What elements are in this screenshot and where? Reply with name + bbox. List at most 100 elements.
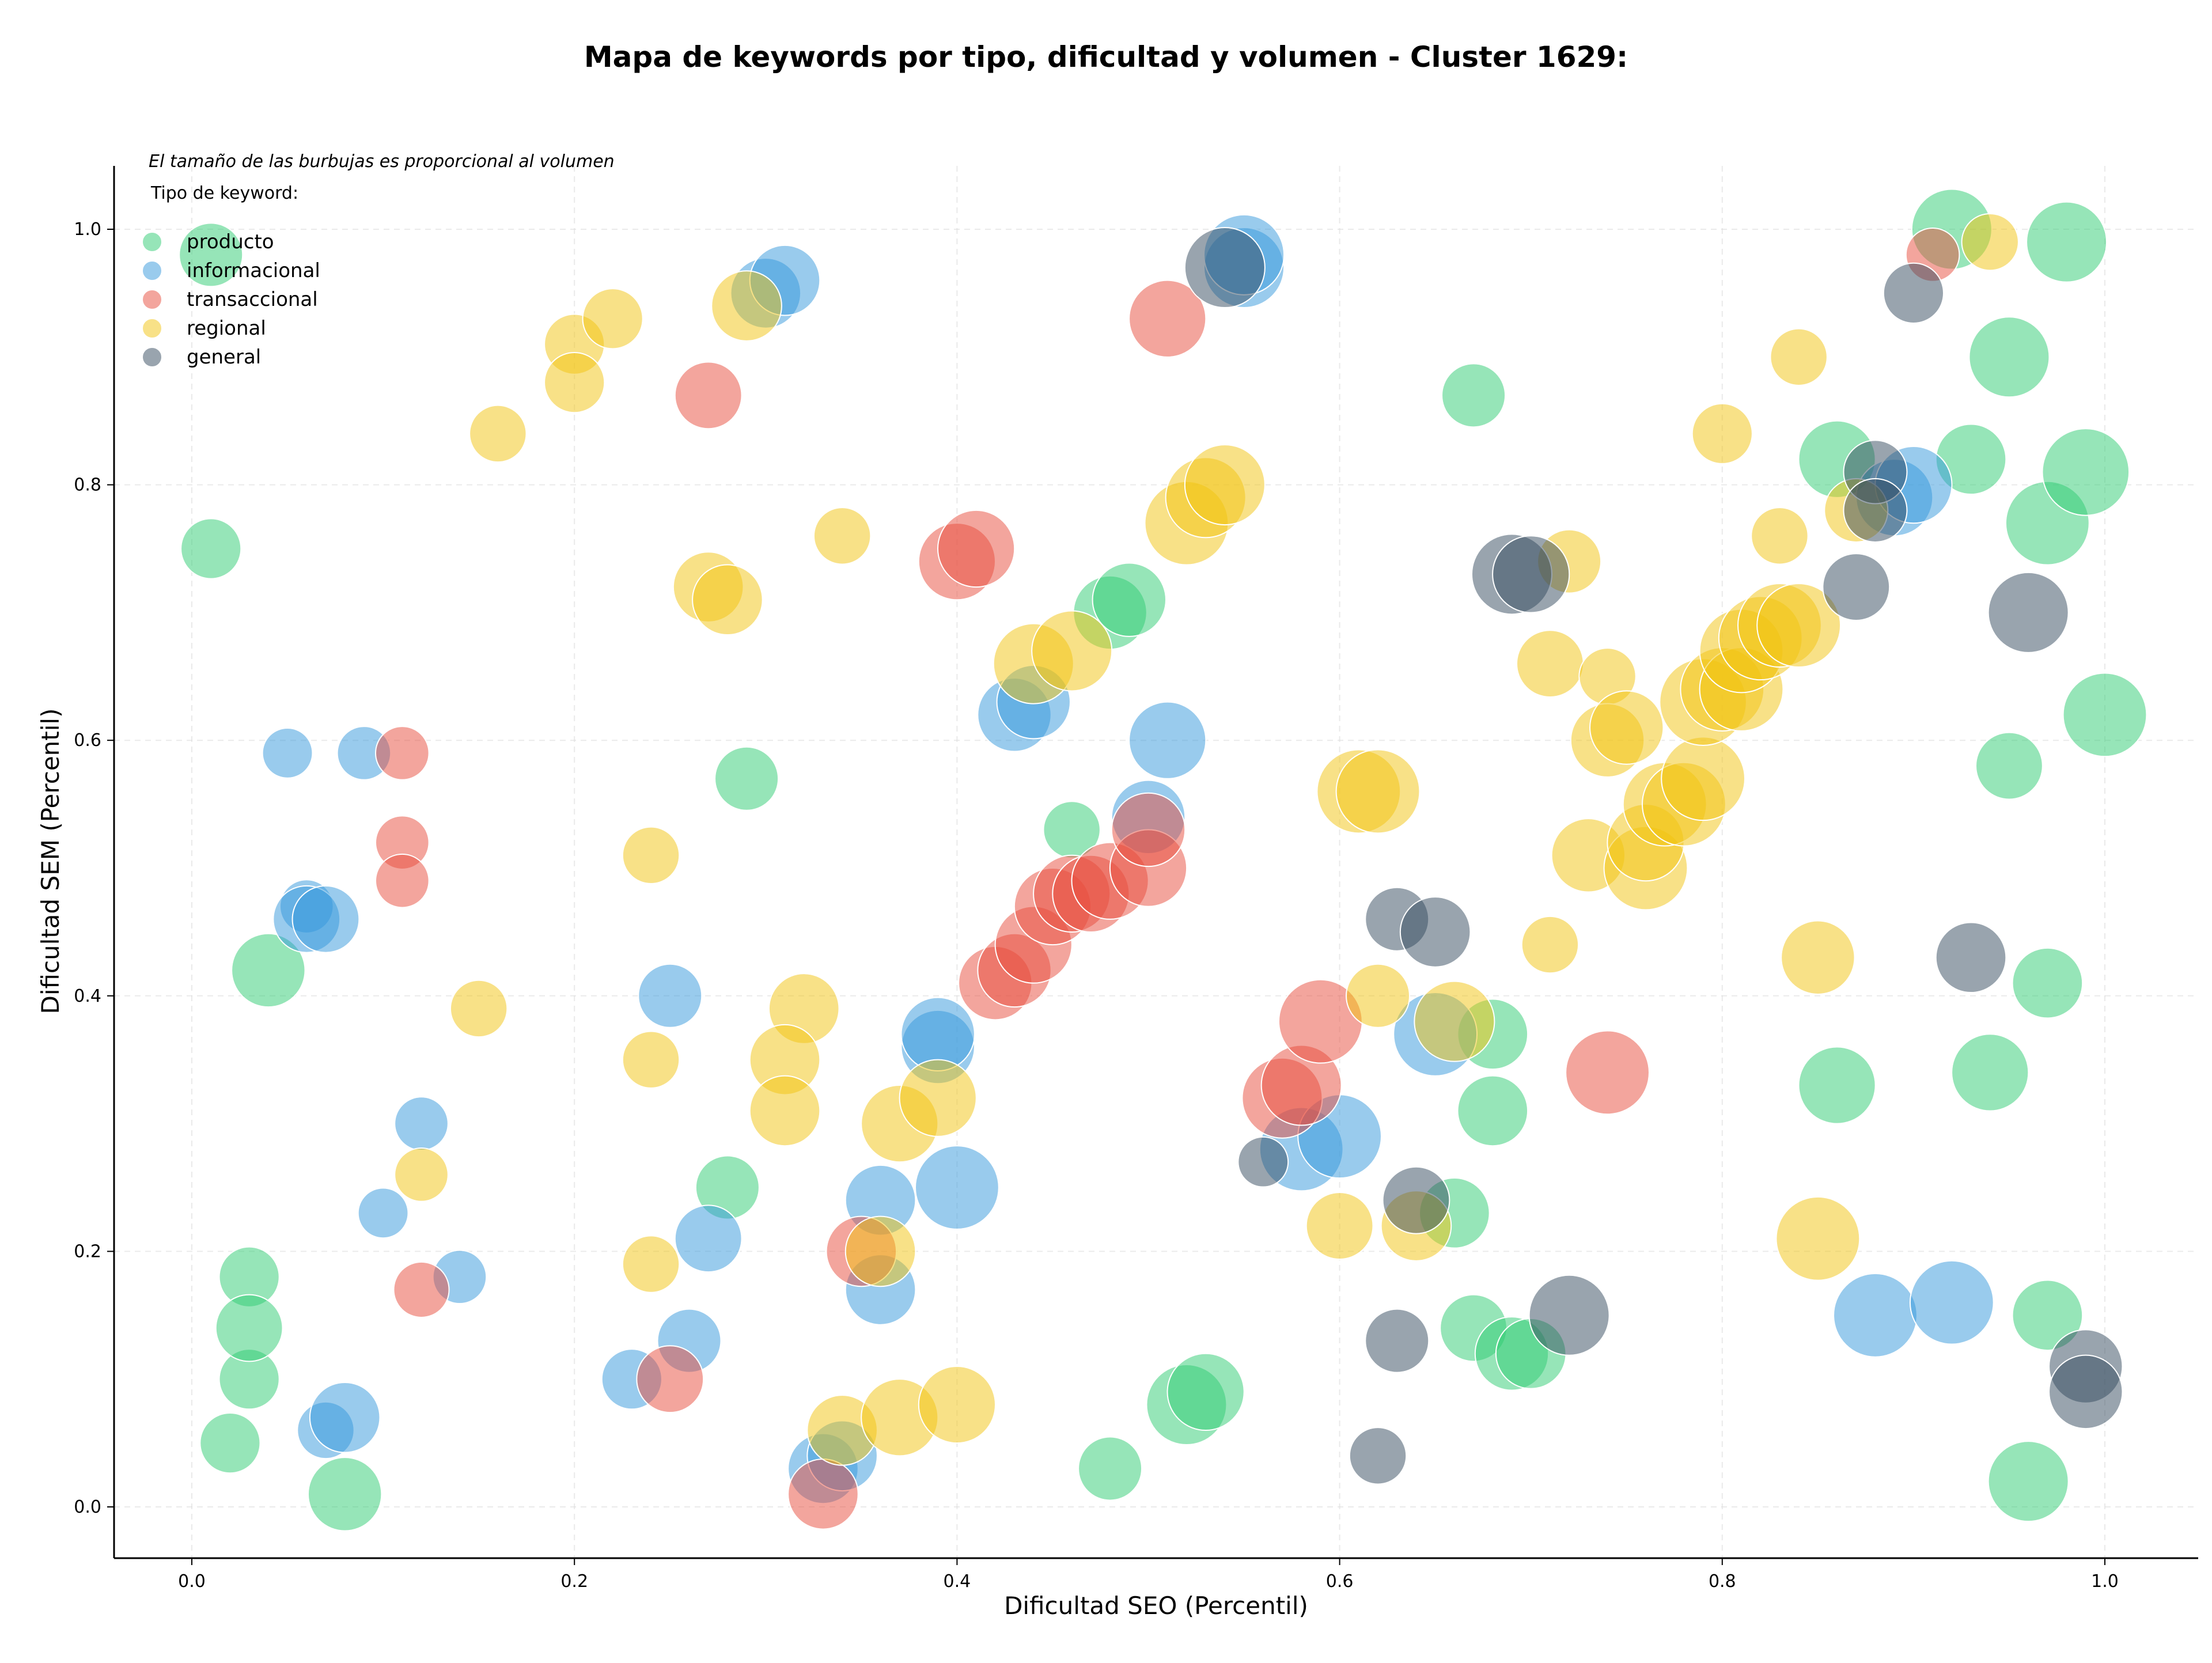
data-point	[1414, 980, 1495, 1062]
data-point	[1031, 610, 1113, 692]
data-point	[449, 979, 508, 1038]
y-tick-label: 0.6	[74, 730, 101, 751]
x-tick-label: 1.0	[2091, 1571, 2119, 1592]
data-point	[215, 1294, 283, 1362]
y-axis-label: Dificultad SEM (Percentil)	[36, 709, 65, 1014]
data-point	[262, 727, 313, 779]
data-point	[1078, 1436, 1143, 1501]
legend-label-general: general	[187, 346, 261, 369]
data-point	[179, 222, 244, 287]
data-points	[179, 188, 2147, 1532]
chart-title: Mapa de keywords por tipo, dificultad y …	[584, 40, 1628, 74]
data-point	[2012, 1279, 2084, 1351]
legend-label-producto: producto	[187, 230, 274, 253]
x-tick-label: 0.6	[1326, 1571, 1354, 1592]
data-point	[1184, 444, 1266, 526]
data-point	[1691, 403, 1753, 464]
data-point	[1382, 1166, 1450, 1234]
data-point	[787, 1459, 859, 1530]
data-point	[1305, 1192, 1374, 1260]
data-point	[1589, 690, 1664, 765]
y-tick-label: 0.4	[74, 986, 101, 1006]
data-point	[622, 1031, 680, 1089]
data-point	[1092, 562, 1166, 637]
legend-marker-general	[142, 347, 162, 368]
legend-marker-regional	[142, 318, 162, 339]
data-point	[1399, 896, 1471, 968]
data-point	[1951, 1033, 2029, 1112]
data-point	[1365, 1308, 1430, 1373]
data-point	[1987, 1441, 2069, 1522]
data-point	[937, 509, 1016, 588]
x-tick-label: 0.2	[560, 1571, 588, 1592]
data-point	[375, 853, 430, 908]
x-axis-label: Dificultad SEO (Percentil)	[1004, 1592, 1308, 1620]
x-tick-label: 0.4	[944, 1571, 971, 1592]
data-point	[1975, 732, 2043, 800]
data-point	[1346, 963, 1411, 1028]
data-point	[622, 1235, 680, 1293]
series-general	[1184, 227, 2123, 1485]
data-point	[714, 746, 779, 811]
legend-marker-producto	[142, 232, 162, 252]
data-point	[2041, 428, 2130, 516]
data-point	[813, 507, 872, 565]
data-point	[2012, 947, 2084, 1019]
data-point	[674, 361, 743, 430]
data-point	[1775, 1196, 1861, 1281]
data-point	[1441, 363, 1506, 428]
legend-marker-transaccional	[142, 289, 162, 310]
data-point	[1335, 749, 1421, 834]
data-point	[1111, 792, 1186, 868]
data-point	[1184, 227, 1266, 309]
x-tick-label: 0.8	[1709, 1571, 1736, 1592]
data-point	[1756, 583, 1842, 668]
legend-label-regional: regional	[187, 317, 266, 340]
data-point	[674, 1204, 743, 1273]
data-point	[1781, 920, 1855, 995]
data-point	[199, 1412, 261, 1474]
data-point	[1935, 922, 2007, 994]
data-point	[1516, 630, 1584, 698]
data-point	[180, 518, 242, 579]
y-tick-label: 0.0	[74, 1497, 101, 1517]
size-note: El tamaño de las burbujas es proporciona…	[149, 151, 615, 172]
data-point	[1492, 535, 1570, 613]
data-point	[711, 270, 782, 342]
data-point	[1128, 279, 1207, 358]
data-point	[1751, 507, 1809, 565]
data-point	[1528, 1274, 1610, 1356]
data-point	[309, 1381, 381, 1453]
y-tick-label: 0.8	[74, 475, 101, 495]
data-point	[749, 1075, 821, 1147]
data-point	[231, 933, 306, 1008]
data-point	[1798, 1046, 1876, 1124]
data-point	[622, 826, 680, 885]
data-point	[899, 1059, 977, 1137]
data-point	[375, 726, 430, 781]
data-point	[1237, 1136, 1289, 1188]
data-point	[357, 1187, 409, 1239]
legend-label-informacional: informacional	[187, 259, 320, 282]
data-point	[1166, 1353, 1245, 1431]
x-tick-label: 0.0	[178, 1571, 206, 1592]
data-point	[844, 1215, 916, 1287]
data-point	[1833, 1272, 1918, 1358]
data-point	[692, 564, 763, 636]
data-point	[1349, 1427, 1407, 1485]
legend-label-transaccional: transaccional	[187, 288, 318, 311]
data-point	[1822, 553, 1891, 621]
data-point	[1909, 1260, 1994, 1345]
data-point	[1661, 736, 1745, 821]
data-point	[1457, 1075, 1529, 1147]
data-point	[307, 1457, 382, 1532]
legend-marker-informacional	[142, 260, 162, 281]
data-point	[394, 1096, 449, 1151]
data-point	[1770, 328, 1828, 386]
data-point	[918, 1365, 997, 1444]
data-point	[1521, 915, 1580, 974]
data-point	[638, 963, 703, 1028]
data-point	[915, 1145, 999, 1230]
